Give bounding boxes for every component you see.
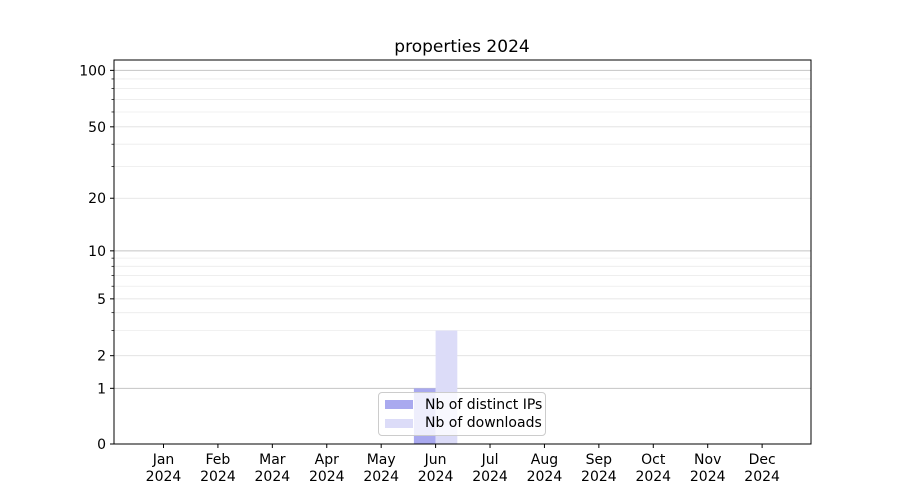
x-tick-label-month: Mar	[259, 452, 286, 468]
x-tick-label-year: 2024	[635, 469, 671, 485]
x-tick-label-month: Jun	[424, 452, 447, 468]
x-tick-label-year: 2024	[309, 469, 345, 485]
legend-label-downloads: Nb of downloads	[425, 415, 542, 432]
y-tick-label: 10	[88, 244, 106, 260]
x-tick-label-month: Apr	[315, 452, 339, 468]
legend-swatch-downloads	[385, 418, 413, 428]
x-tick-label-month: Nov	[694, 452, 721, 468]
x-tick-label-year: 2024	[418, 469, 454, 485]
x-tick-label-month: Jul	[481, 452, 499, 468]
y-tick-label: 2	[97, 349, 106, 365]
x-tick-label-year: 2024	[581, 469, 617, 485]
x-tick-label-year: 2024	[690, 469, 726, 485]
x-tick-label-year: 2024	[363, 469, 399, 485]
chart-title: properties 2024	[394, 37, 529, 57]
x-tick-label-year: 2024	[255, 469, 291, 485]
x-tick-label-year: 2024	[527, 469, 563, 485]
x-tick-label-year: 2024	[146, 469, 182, 485]
y-tick-label: 50	[88, 120, 106, 136]
y-tick-label: 1	[97, 381, 106, 397]
plot-border	[113, 59, 812, 445]
x-tick-label-month: Sep	[586, 452, 613, 468]
x-tick-label-month: May	[367, 452, 396, 468]
legend-entry-downloads: Nb of downloads	[385, 415, 542, 432]
y-tick-label: 0	[97, 437, 106, 453]
x-tick-label-year: 2024	[472, 469, 508, 485]
x-tick-label-month: Oct	[641, 452, 666, 468]
legend-swatch-distinct-ips	[385, 400, 413, 410]
y-tick-label: 5	[97, 292, 106, 308]
x-tick-label-year: 2024	[200, 469, 236, 485]
x-tick-label-month: Feb	[206, 452, 231, 468]
x-tick-label-month: Aug	[531, 452, 558, 468]
legend-entry-distinct-ips: Nb of distinct IPs	[385, 396, 543, 413]
x-tick-label-month: Jan	[152, 452, 175, 468]
x-tick-label-month: Dec	[749, 452, 776, 468]
legend-label-distinct-ips: Nb of distinct IPs	[425, 396, 543, 413]
y-tick-label: 100	[79, 63, 106, 79]
legend: Nb of distinct IPs Nb of downloads	[378, 392, 546, 436]
y-tick-label: 20	[88, 191, 106, 207]
x-tick-label-year: 2024	[744, 469, 780, 485]
